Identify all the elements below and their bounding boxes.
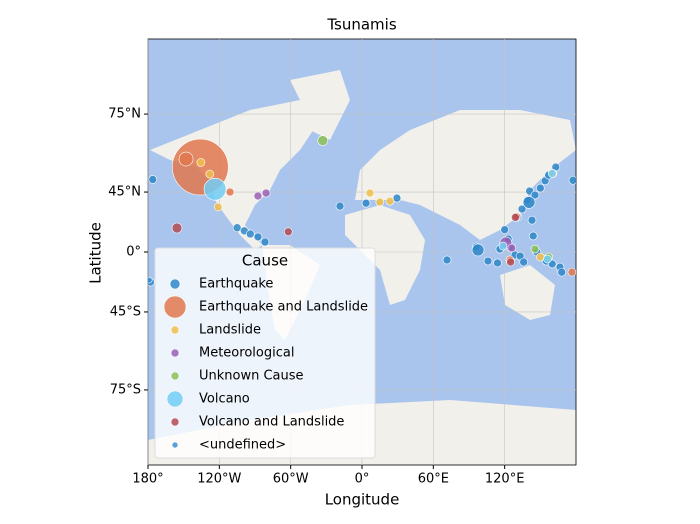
point: [442, 255, 452, 265]
legend-box: [154, 247, 376, 459]
legend: Cause Earthquake Earthquake and Landslide…: [154, 247, 376, 459]
point: [317, 135, 329, 146]
point: [205, 169, 215, 179]
y-axis-label: Latitude: [87, 222, 105, 284]
y-tick-label: 75°S: [110, 382, 141, 397]
point: [567, 267, 576, 277]
point: [530, 190, 540, 200]
point: [283, 227, 293, 237]
point: [196, 158, 206, 167]
point: [527, 215, 537, 225]
point: [253, 232, 263, 242]
point: [148, 276, 153, 284]
point: [547, 169, 557, 178]
point: [471, 243, 485, 257]
point: [261, 188, 271, 198]
point: [385, 196, 395, 206]
legend-label: Volcano: [199, 392, 250, 407]
point: [530, 244, 540, 254]
legend-marker: [169, 278, 181, 290]
legend-label: Earthquake: [199, 277, 273, 292]
legend-marker: [170, 325, 180, 335]
point: [213, 202, 223, 212]
legend-marker: [166, 390, 184, 408]
point: [493, 258, 502, 268]
point: [536, 183, 545, 193]
point: [506, 257, 515, 267]
x-tick-label: 120°W: [197, 472, 241, 487]
y-tick-label: 45°N: [108, 185, 141, 200]
points: [148, 135, 576, 287]
point: [536, 252, 545, 262]
x-tick-label: 60°E: [418, 472, 449, 487]
chart-title: Tsunamis: [326, 16, 396, 34]
legend-label: Unknown Cause: [199, 369, 304, 384]
y-tick-label: 0°: [126, 245, 141, 260]
point: [361, 198, 371, 208]
legend-marker: [170, 348, 180, 358]
point: [232, 223, 242, 233]
point: [245, 229, 255, 239]
point: [507, 243, 517, 253]
point: [519, 257, 528, 267]
point: [568, 175, 576, 185]
legend-marker: [163, 295, 187, 319]
x-tick-label: 0°: [355, 472, 370, 487]
x-axis-label: Longitude: [325, 491, 400, 509]
point: [522, 196, 536, 209]
legend-label: Volcano and Landslide: [199, 415, 344, 430]
legend-label: Landslide: [199, 323, 261, 338]
x-tick-label: 180°: [132, 472, 163, 487]
legend-title: Cause: [242, 252, 288, 270]
legend-label: Earthquake and Landslide: [199, 300, 368, 315]
point: [178, 151, 194, 167]
ticks: 180° 120°W 60°W 0° 60°E 120°E 75°S 45°S 0° 45°N 75…: [108, 107, 524, 487]
point: [557, 267, 567, 277]
point: [528, 231, 538, 241]
legend-marker: [171, 441, 179, 449]
point: [543, 254, 552, 264]
point: [517, 204, 527, 214]
y-tick-label: 75°N: [108, 107, 141, 122]
x-tick-label: 120°E: [485, 472, 525, 487]
legend-marker: [170, 371, 180, 381]
point: [498, 241, 508, 251]
legend-label: <undefined>: [199, 438, 286, 453]
point: [365, 188, 375, 198]
point: [511, 213, 520, 222]
point: [253, 191, 263, 201]
x-tick-label: 60°W: [273, 472, 309, 487]
point: [260, 237, 270, 247]
point: [375, 197, 385, 207]
legend-label: Meteorological: [199, 346, 294, 361]
point: [148, 175, 158, 184]
point: [500, 225, 509, 234]
point: [225, 187, 235, 197]
point: [335, 201, 345, 211]
y-tick-label: 45°S: [110, 304, 141, 319]
point: [171, 222, 183, 234]
point: [483, 256, 493, 266]
point: [392, 193, 402, 203]
point: [203, 177, 227, 201]
legend-marker: [170, 417, 180, 427]
